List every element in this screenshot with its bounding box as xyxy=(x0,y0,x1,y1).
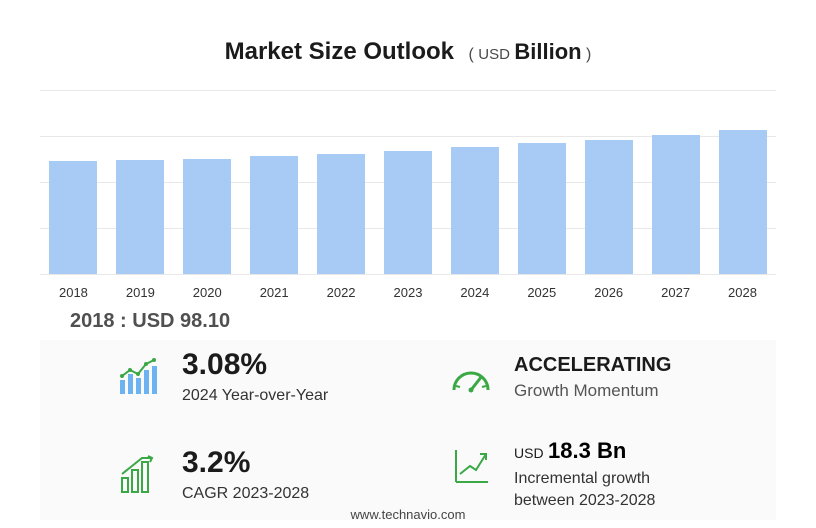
growth-bars-icon xyxy=(118,454,160,496)
stat-yoy-text: 3.08% 2024 Year-over-Year xyxy=(182,350,328,407)
title-usd: USD xyxy=(478,46,510,63)
stat-momentum-title: ACCELERATING xyxy=(514,354,671,377)
chart-x-axis: 2018 2019 2020 2021 2022 2023 2024 2025 2026 2027… xyxy=(40,285,776,300)
stat-momentum-label: Growth Momentum xyxy=(514,381,671,401)
infographic-container: Market Size Outlook ( USD Billion ) 2018… xyxy=(0,0,816,528)
x-axis-label: 2018 xyxy=(49,285,97,300)
stat-cagr-label: CAGR 2023-2028 xyxy=(182,484,309,505)
stat-cagr-value: 3.2% xyxy=(182,448,309,478)
bar xyxy=(585,140,633,274)
gauge-icon xyxy=(450,360,492,402)
chart-title: Market Size Outlook ( USD Billion ) xyxy=(0,38,816,66)
x-axis-label: 2019 xyxy=(116,285,164,300)
bar xyxy=(183,159,231,274)
base-year-label: 2018 : USD 98.10 xyxy=(70,310,230,333)
stat-incremental-text: USD 18.3 Bn Incremental growth between 2… xyxy=(514,438,714,511)
x-axis-label: 2028 xyxy=(719,285,767,300)
bar xyxy=(719,130,767,274)
bar-chart: 2018201920202021202220232024202520262027… xyxy=(40,90,776,290)
x-axis-label: 2020 xyxy=(183,285,231,300)
bar xyxy=(317,154,365,274)
stat-incremental-value: 18.3 Bn xyxy=(548,438,626,463)
stat-incremental-usd: USD xyxy=(514,445,544,461)
stat-yoy-value: 3.08% xyxy=(182,350,328,380)
x-axis-label: 2022 xyxy=(317,285,365,300)
x-axis-label: 2023 xyxy=(384,285,432,300)
bar xyxy=(451,147,499,274)
stat-momentum: ACCELERATING Growth Momentum xyxy=(450,354,671,402)
x-axis-label: 2026 xyxy=(585,285,633,300)
bar xyxy=(518,143,566,274)
footer-source: www.technavio.com xyxy=(0,507,816,522)
stat-yoy: 3.08% 2024 Year-over-Year xyxy=(118,350,328,407)
stat-incremental-value-line: USD 18.3 Bn xyxy=(514,438,714,464)
bar xyxy=(116,160,164,274)
x-axis-label: 2025 xyxy=(518,285,566,300)
title-open-paren: ( xyxy=(468,46,473,63)
stat-cagr: 3.2% CAGR 2023-2028 xyxy=(118,448,309,505)
grid-line xyxy=(40,274,776,275)
bar xyxy=(384,151,432,274)
bar xyxy=(652,135,700,274)
arrow-up-icon xyxy=(450,444,492,486)
title-close-paren: ) xyxy=(586,46,591,63)
stat-momentum-text: ACCELERATING Growth Momentum xyxy=(514,354,671,401)
title-main: Market Size Outlook xyxy=(225,38,454,65)
stat-incremental: USD 18.3 Bn Incremental growth between 2… xyxy=(450,438,714,511)
x-axis-label: 2027 xyxy=(652,285,700,300)
stats-panel: 3.08% 2024 Year-over-Year ACCELERATING G… xyxy=(40,340,776,520)
bar-trend-icon xyxy=(118,356,160,398)
stat-cagr-text: 3.2% CAGR 2023-2028 xyxy=(182,448,309,505)
x-axis-label: 2021 xyxy=(250,285,298,300)
stat-incremental-label: Incremental growth between 2023-2028 xyxy=(514,468,714,511)
x-axis-label: 2024 xyxy=(451,285,499,300)
stat-yoy-label: 2024 Year-over-Year xyxy=(182,386,328,407)
title-unit: Billion xyxy=(514,39,581,64)
bar xyxy=(250,156,298,274)
bar xyxy=(49,161,97,274)
chart-bars xyxy=(40,90,776,274)
